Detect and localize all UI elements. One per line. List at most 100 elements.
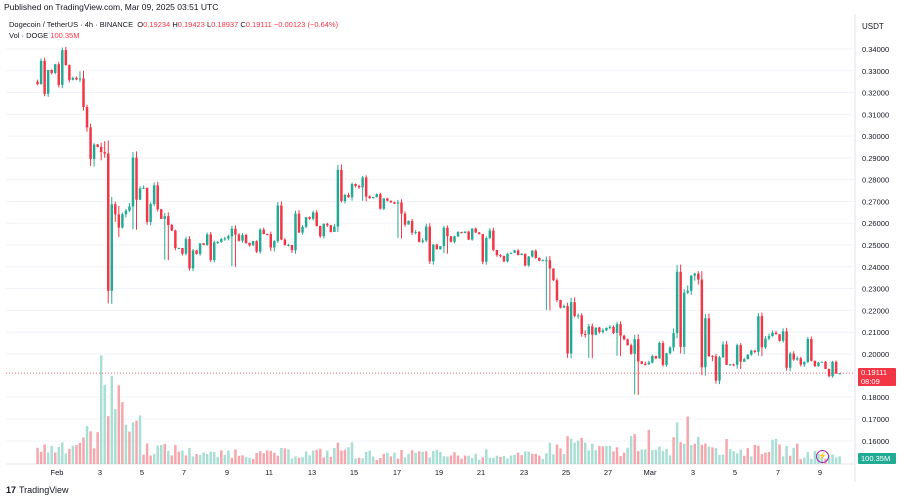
candle-body xyxy=(61,50,64,85)
last-price-badge: 0.19111 08:09 xyxy=(858,368,896,386)
volume-bar xyxy=(527,451,530,464)
volume-bar xyxy=(347,447,350,464)
candle-body xyxy=(598,327,601,332)
volume-bar xyxy=(569,438,573,464)
candle-body xyxy=(262,229,265,235)
x-tick-label: 17 xyxy=(393,468,401,477)
candle-body xyxy=(721,344,725,358)
volume-bar xyxy=(336,442,340,464)
candle-body xyxy=(587,326,591,335)
volume-bar xyxy=(407,453,410,464)
candle-body xyxy=(530,250,534,257)
volume-bar xyxy=(732,451,735,464)
candle-body xyxy=(460,231,463,233)
volume-bar xyxy=(647,429,651,464)
volume-bar xyxy=(216,457,220,464)
candle-body xyxy=(463,231,467,233)
volume-bar xyxy=(174,445,177,464)
volume-bar xyxy=(368,450,371,464)
volume-bar xyxy=(530,453,534,464)
candle-body xyxy=(82,78,85,108)
brand-name: TradingView xyxy=(19,485,69,495)
volume-bar xyxy=(583,442,587,464)
y-tick-label: 0.24000 xyxy=(862,263,889,272)
quote-unit[interactable]: USDT xyxy=(862,22,884,31)
volume-bar xyxy=(682,443,686,464)
candle-body xyxy=(548,260,552,269)
candle-body xyxy=(283,239,287,246)
volume-bar xyxy=(227,450,230,464)
volume-bar xyxy=(481,457,485,464)
x-tick-label: 7 xyxy=(776,468,780,477)
candle-body xyxy=(792,353,795,360)
volume-bar xyxy=(350,442,354,464)
candle-body xyxy=(273,241,276,248)
volume-bar xyxy=(36,447,39,464)
volume-bar xyxy=(608,445,612,464)
symbol-legend: Dogecoin / TetherUS · 4h · BINANCE O0.19… xyxy=(9,20,338,29)
candle-body xyxy=(732,364,735,366)
candle-body xyxy=(276,205,280,242)
candle-body xyxy=(400,202,403,214)
volume-bar xyxy=(304,451,308,464)
volume-bar xyxy=(424,451,428,464)
tradingview-logo[interactable]: 17 TradingView xyxy=(6,485,69,495)
candle-body xyxy=(156,185,159,210)
candle-body xyxy=(191,250,195,269)
volume-bar xyxy=(764,452,767,464)
x-tick-label: Mar xyxy=(644,468,657,477)
volume-bar xyxy=(707,446,711,464)
volume-bar xyxy=(721,454,725,464)
symbol-name[interactable]: Dogecoin / TetherUS · 4h · BINANCE xyxy=(9,20,134,29)
candle-body xyxy=(326,223,329,226)
candle-body xyxy=(209,234,212,260)
candle-body xyxy=(57,64,61,85)
volume-bar xyxy=(499,456,502,464)
candle-body xyxy=(294,213,297,251)
candle-body xyxy=(633,339,636,354)
candle-body xyxy=(527,256,530,266)
volume-bar xyxy=(53,452,57,464)
candle-body xyxy=(470,228,474,240)
volume-bar xyxy=(470,457,474,464)
candle-body xyxy=(647,362,651,365)
open-label: O xyxy=(137,20,144,29)
lightning-icon[interactable]: ⚡ xyxy=(816,450,829,463)
candle-body xyxy=(644,363,647,365)
candle-body xyxy=(651,355,654,363)
volume-bar xyxy=(711,447,714,464)
volume-bar xyxy=(106,416,110,464)
volume-bar xyxy=(700,444,704,464)
candle-body xyxy=(386,198,389,201)
candle-body xyxy=(714,356,718,381)
candle-body xyxy=(619,324,622,336)
volume-bar xyxy=(71,445,75,464)
candle-body xyxy=(99,147,103,153)
high-label: H xyxy=(172,20,178,29)
volume-bar xyxy=(576,440,580,464)
candle-body xyxy=(774,332,778,335)
volume-bar xyxy=(513,454,516,464)
volume-bar xyxy=(509,455,513,464)
candle-body xyxy=(601,330,605,332)
x-tick-label: 27 xyxy=(604,468,612,477)
candle-body xyxy=(760,316,764,348)
volume-bar xyxy=(283,448,287,464)
candle-body xyxy=(258,229,262,252)
candle-body xyxy=(170,224,174,231)
candle-body xyxy=(718,357,721,381)
candle-body xyxy=(318,225,322,237)
volume-bar xyxy=(548,442,552,464)
candle-body xyxy=(290,245,294,251)
candle-body xyxy=(287,245,290,246)
volume-bar xyxy=(799,459,803,464)
volume-bar xyxy=(417,451,421,464)
volume-label[interactable]: Vol · DOGE xyxy=(9,31,49,40)
volume-bar xyxy=(364,451,368,464)
candle-body xyxy=(322,223,326,237)
volume-bar xyxy=(357,457,361,464)
volume-bar xyxy=(474,453,477,464)
candle-body xyxy=(188,239,191,269)
candle-body xyxy=(750,350,753,355)
